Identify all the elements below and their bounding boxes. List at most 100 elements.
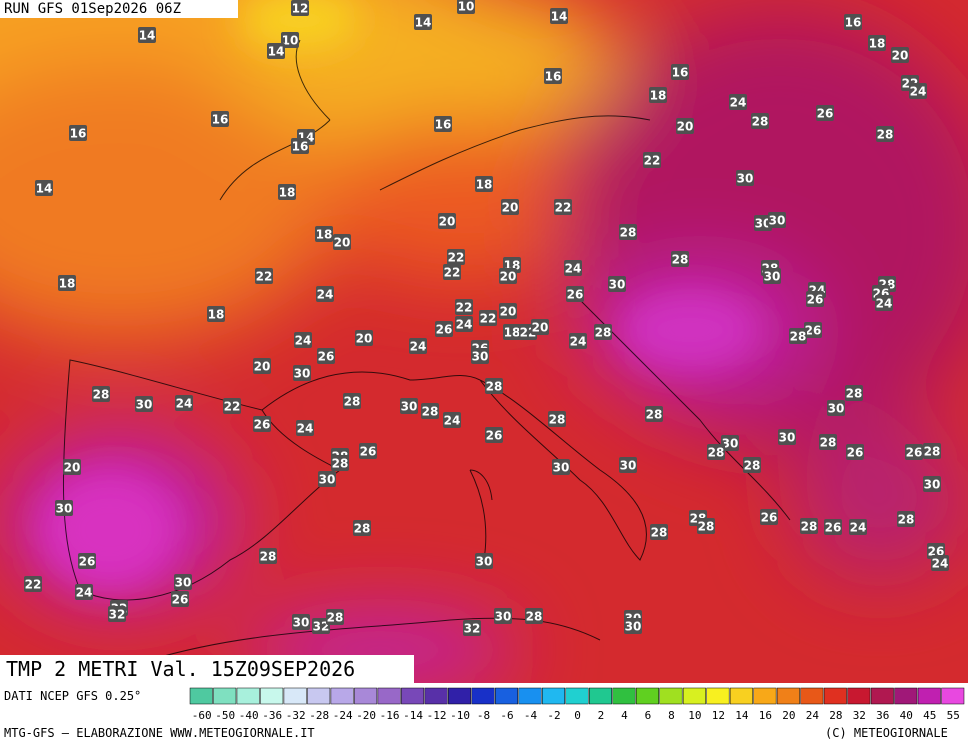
label-box — [211, 111, 229, 127]
colorbar-swatch — [448, 687, 472, 705]
colorbar-swatch — [729, 687, 753, 705]
colorbar-swatch — [260, 687, 284, 705]
colorbar-swatch — [213, 687, 237, 705]
colorbar-swatch — [776, 687, 800, 705]
label-text: 20 — [356, 332, 373, 346]
isotherm-label: 28 — [845, 385, 863, 401]
isotherm-label: 30 — [475, 553, 493, 569]
isotherm-label: 16 — [211, 111, 229, 127]
isotherm-label: 16 — [434, 116, 452, 132]
colorbar-label: -8 — [477, 709, 490, 722]
colorbar-swatch — [659, 687, 683, 705]
label-text: 26 — [254, 418, 271, 432]
label-text: 18 — [869, 37, 886, 51]
isotherm-label: 30 — [135, 396, 153, 412]
label-text: 26 — [807, 293, 824, 307]
label-text: 18 — [650, 89, 667, 103]
label-box — [544, 68, 562, 84]
label-box — [443, 264, 461, 280]
label-box — [316, 286, 334, 302]
isotherm-label: 28 — [800, 518, 818, 534]
isotherm-label: 18 — [278, 184, 296, 200]
label-box — [333, 234, 351, 250]
colorbar-label: -14 — [403, 709, 423, 722]
isotherm-label: 10 — [281, 32, 299, 48]
colorbar-label: -4 — [524, 709, 538, 722]
label-box — [736, 170, 754, 186]
isotherm-label: 30 — [292, 614, 310, 630]
isotherm-label: 30 — [754, 215, 772, 231]
label-box — [897, 511, 915, 527]
colorbar-swatch — [424, 687, 448, 705]
label-box — [359, 443, 377, 459]
isotherm-label: 30 — [318, 471, 336, 487]
label-text: 28 — [620, 226, 637, 240]
isotherm-label: 24 — [316, 286, 334, 302]
label-text: 20 — [334, 236, 351, 250]
isotherm-label: 26 — [905, 444, 923, 460]
label-text: 24 — [730, 96, 747, 110]
isotherm-label: 18 — [207, 306, 225, 322]
label-text: 16 — [545, 70, 562, 84]
label-text: 24 — [456, 318, 473, 332]
isotherm-label: 28 — [876, 126, 894, 142]
label-text: 28 — [651, 526, 668, 540]
label-text: 28 — [354, 522, 371, 536]
label-box — [804, 322, 822, 338]
isotherm-label: 20 — [355, 330, 373, 346]
credit-text: MTG-GFS — ELABORAZIONE WWW.METEOGIORNALE… — [4, 726, 315, 740]
label-box — [35, 180, 53, 196]
isotherm-label: 20 — [499, 303, 517, 319]
label-box — [645, 406, 663, 422]
label-text: 16 — [212, 113, 229, 127]
label-box — [819, 434, 837, 450]
isotherm-label: 30 — [608, 276, 626, 292]
isotherm-label: 26 — [359, 443, 377, 459]
label-box — [75, 584, 93, 600]
isotherm-label: 18 — [58, 275, 76, 291]
isotherm-label: 28 — [751, 113, 769, 129]
label-box — [409, 338, 427, 354]
label-box — [743, 457, 761, 473]
label-text: 30 — [737, 172, 754, 186]
isotherm-label: 26 — [816, 105, 834, 121]
isotherm-label: 24 — [294, 332, 312, 348]
colorbar-swatch — [189, 687, 213, 705]
label-box — [768, 212, 786, 228]
isotherm-label: 18 — [315, 226, 333, 242]
isotherm-label: 28 — [897, 511, 915, 527]
label-text: 30 — [828, 402, 845, 416]
label-box — [760, 509, 778, 525]
label-text: 26 — [567, 288, 584, 302]
isotherm-label: 24 — [564, 260, 582, 276]
label-box — [171, 591, 189, 607]
isotherm-label: 28 — [819, 434, 837, 450]
label-box — [525, 608, 543, 624]
isotherm-label: 30 — [552, 459, 570, 475]
label-text: 16 — [435, 118, 452, 132]
label-text: 28 — [924, 445, 941, 459]
colorbar-swatch — [377, 687, 401, 705]
isotherm-label: 24 — [75, 584, 93, 600]
isotherm-label: 22 — [443, 264, 461, 280]
colorbar-label: 0 — [574, 709, 581, 722]
isotherm-label: 28 — [645, 406, 663, 422]
isotherm-label: 28 — [421, 403, 439, 419]
isotherm-label: 26 — [846, 444, 864, 460]
label-text: 24 — [410, 340, 427, 354]
label-text: 32 — [313, 620, 330, 634]
label-box — [676, 118, 694, 134]
isotherm-label: 28 — [331, 455, 349, 471]
label-box — [174, 574, 192, 590]
label-text: 30 — [764, 270, 781, 284]
isotherm-label: 20 — [499, 268, 517, 284]
label-text: 24 — [910, 85, 927, 99]
label-text: 28 — [260, 550, 277, 564]
label-box — [624, 618, 642, 634]
label-box — [721, 435, 739, 451]
label-box — [649, 87, 667, 103]
label-box — [318, 471, 336, 487]
label-box — [845, 385, 863, 401]
isotherm-label: 18 — [475, 176, 493, 192]
label-box — [315, 226, 333, 242]
